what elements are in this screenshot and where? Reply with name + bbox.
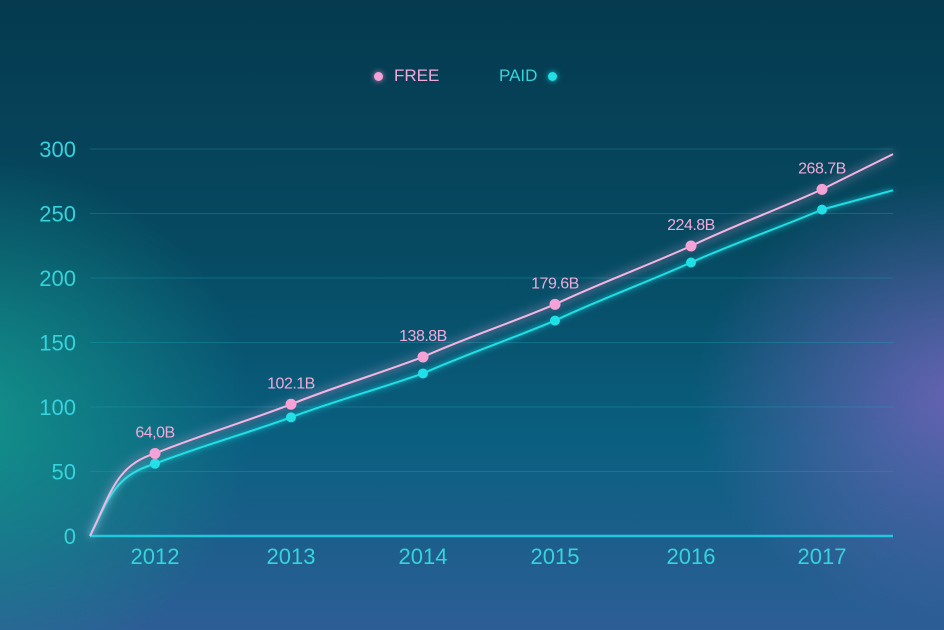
y-tick-label: 300 xyxy=(39,137,76,162)
x-tick-label: 2012 xyxy=(131,544,180,569)
legend-paid-label: PAID xyxy=(499,66,538,85)
paid-data-point xyxy=(418,368,428,379)
chart-legend: FREE PAID xyxy=(0,66,944,90)
paid-data-point xyxy=(150,458,160,469)
free-data-label: 224.8B xyxy=(667,217,715,234)
y-tick-label: 250 xyxy=(39,202,76,227)
free-data-label: 64,0B xyxy=(135,424,174,441)
x-tick-label: 2013 xyxy=(267,544,316,569)
free-data-label: 179.6B xyxy=(531,275,579,292)
legend-free-label: FREE xyxy=(394,66,440,85)
paid-dot-icon xyxy=(548,71,558,81)
free-data-point xyxy=(549,298,561,310)
legend-item-paid: PAID xyxy=(499,66,558,86)
series-paid xyxy=(89,189,894,537)
paid-line xyxy=(89,189,894,537)
y-tick-label: 100 xyxy=(39,395,76,420)
x-axis: 2012 2013 2014 2015 2016 2017 xyxy=(90,534,893,569)
x-tick-label: 2014 xyxy=(399,544,448,569)
series-free xyxy=(89,153,894,537)
paid-data-point xyxy=(686,257,696,268)
paid-data-point xyxy=(550,315,560,326)
y-tick-label: 200 xyxy=(39,266,76,291)
data-labels: 64,0B 102.1B 138.8B 179.6B 224.8B 268.7B xyxy=(135,160,846,441)
free-data-point xyxy=(149,447,161,459)
free-data-point xyxy=(417,351,429,363)
y-tick-label: 0 xyxy=(64,524,76,549)
free-data-label: 138.8B xyxy=(399,328,447,345)
y-tick-label: 50 xyxy=(52,460,76,485)
paid-data-point xyxy=(817,204,827,215)
free-data-point xyxy=(816,183,828,195)
free-dot-icon xyxy=(374,71,383,81)
free-data-point xyxy=(285,398,297,410)
x-tick-label: 2015 xyxy=(531,544,580,569)
x-tick-label: 2016 xyxy=(667,544,716,569)
gridlines xyxy=(90,148,893,472)
free-data-label: 102.1B xyxy=(267,375,315,392)
y-tick-label: 150 xyxy=(39,331,76,356)
y-axis: 0 50 100 150 200 250 300 xyxy=(39,137,76,549)
paid-data-point xyxy=(286,412,296,423)
legend-item-free: FREE xyxy=(374,66,439,86)
free-data-point xyxy=(685,240,697,252)
free-data-label: 268.7B xyxy=(798,160,846,177)
x-tick-label: 2017 xyxy=(798,544,847,569)
